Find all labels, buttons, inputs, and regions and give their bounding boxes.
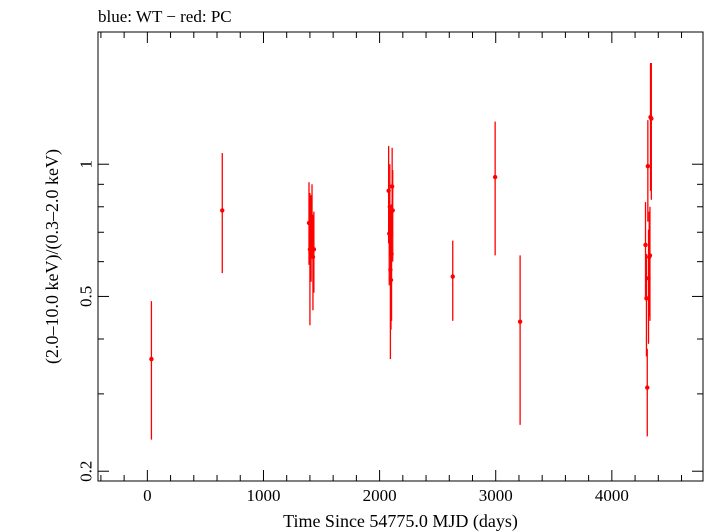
y-axis: 0.2 0.5 1: [77, 31, 703, 482]
y-tick-label: 1: [77, 160, 96, 169]
plot-frame: [97, 31, 704, 482]
data-point: [149, 356, 154, 362]
data-point: [647, 253, 653, 258]
x-tick-label: 3000: [479, 486, 513, 505]
data-point: [644, 296, 649, 301]
data-point: [645, 385, 650, 390]
data-point: [450, 274, 455, 279]
x-axis: 0 1000 2000 3000 4000: [100, 32, 683, 505]
x-tick-label: 2000: [363, 486, 397, 505]
y-tick-label: 0.5: [77, 286, 96, 307]
data-point: [645, 163, 651, 169]
data-point: [517, 319, 523, 324]
data-point: [643, 242, 648, 248]
data-point: [390, 208, 395, 213]
chart-title: blue: WT − red: PC: [98, 7, 232, 26]
data-point: [649, 116, 654, 121]
data-point: [220, 208, 225, 213]
x-tick-label: 4000: [595, 486, 629, 505]
data-point: [492, 174, 498, 180]
y-axis-label: (2.0–10.0 keV)/(0.3–2.0 keV): [42, 149, 63, 364]
y-tick-label: 0.2: [77, 461, 96, 482]
x-tick-label: 0: [143, 486, 152, 505]
x-axis-label: Time Since 54775.0 MJD (days): [283, 511, 518, 532]
x-tick-label: 1000: [246, 486, 280, 505]
data-points: [149, 63, 654, 440]
data-point: [311, 247, 317, 252]
